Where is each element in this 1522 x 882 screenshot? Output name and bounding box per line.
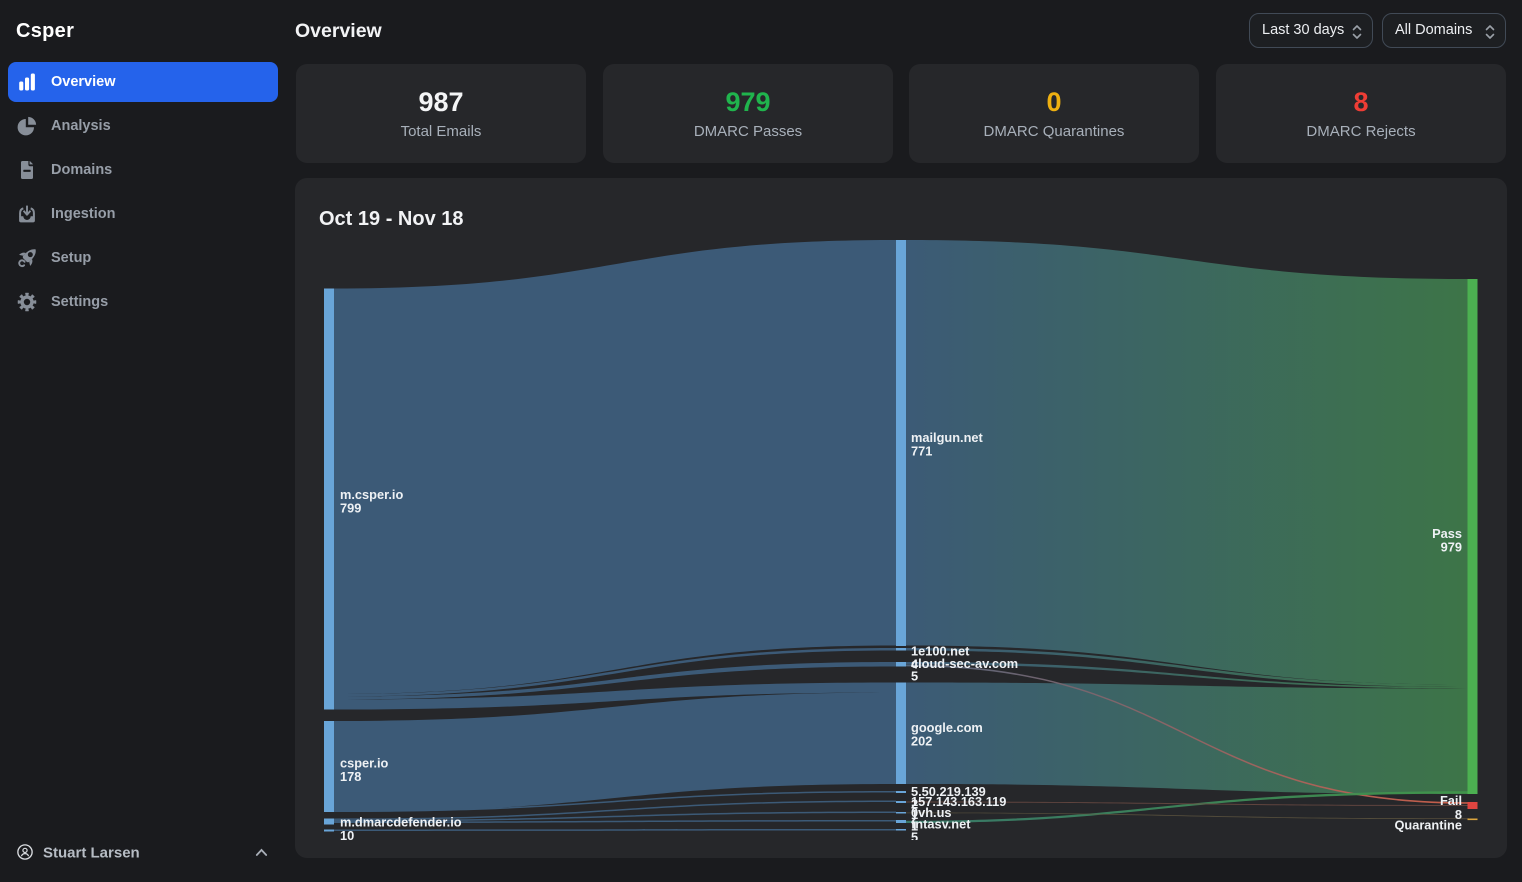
svg-text:4: 4 [911, 657, 919, 672]
svg-text:csper.io: csper.io [340, 756, 389, 771]
svg-text:979: 979 [1441, 540, 1462, 555]
svg-text:1e100.net: 1e100.net [911, 644, 970, 659]
svg-text:m.csper.io: m.csper.io [340, 487, 403, 502]
svg-text:Fail: Fail [1440, 793, 1462, 808]
svg-text:Quarantine: Quarantine [1394, 818, 1462, 833]
svg-text:google.com: google.com [911, 720, 983, 735]
svg-text:178: 178 [340, 769, 361, 784]
svg-text:2: 2 [911, 797, 918, 812]
svg-text:771: 771 [911, 444, 932, 459]
svg-text:0vh.us: 0vh.us [911, 805, 952, 820]
svg-text:8: 8 [1455, 807, 1462, 822]
svg-text:1: 1 [911, 819, 918, 834]
svg-text:5: 5 [911, 669, 918, 684]
svg-text:1: 1 [911, 807, 918, 822]
svg-text:5: 5 [911, 830, 918, 841]
svg-text:10: 10 [340, 828, 354, 840]
svg-text:799: 799 [340, 501, 361, 516]
svg-text:Pass: Pass [1432, 526, 1462, 541]
svg-text:m.dmarcdefender.io: m.dmarcdefender.io [340, 815, 462, 830]
svg-text:202: 202 [911, 734, 932, 749]
svg-text:157.143.163.119: 157.143.163.119 [911, 794, 1006, 809]
svg-text:mailgun.net: mailgun.net [911, 430, 984, 445]
svg-text:5.50.219.139: 5.50.219.139 [911, 784, 986, 799]
svg-text:fntasv.net: fntasv.net [911, 817, 971, 832]
svg-text:cloud-sec-av.com: cloud-sec-av.com [911, 656, 1018, 671]
